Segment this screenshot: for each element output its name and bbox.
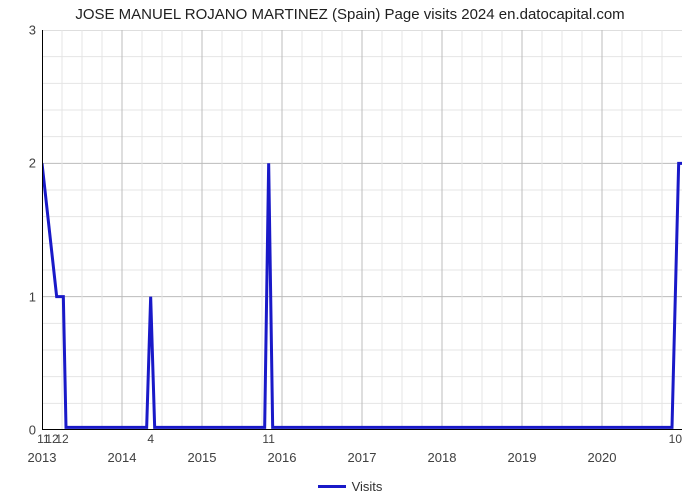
y-tick-label: 2 [29,156,36,171]
y-tick-label: 1 [29,289,36,304]
y-tick-label: 0 [29,423,36,438]
data-point-label: 10 [669,432,682,446]
y-tick-label: 3 [29,23,36,38]
legend-label: Visits [352,479,383,494]
x-tick-label: 2016 [268,450,297,465]
legend-swatch [318,485,346,488]
x-tick-label: 2015 [188,450,217,465]
x-tick-label: 2018 [428,450,457,465]
x-tick-label: 2020 [588,450,617,465]
x-tick-label: 2019 [508,450,537,465]
chart-svg [42,30,682,430]
chart-title: JOSE MANUEL ROJANO MARTINEZ (Spain) Page… [0,6,700,23]
data-point-label: 11 [262,432,274,446]
data-point-label: 12 [55,432,68,446]
plot-area: 0123201320142015201620172018201920201112… [42,30,682,430]
legend: Visits [0,478,700,494]
data-point-label: 4 [147,432,154,446]
x-tick-label: 2017 [348,450,377,465]
x-tick-label: 2013 [28,450,57,465]
x-tick-label: 2014 [108,450,137,465]
